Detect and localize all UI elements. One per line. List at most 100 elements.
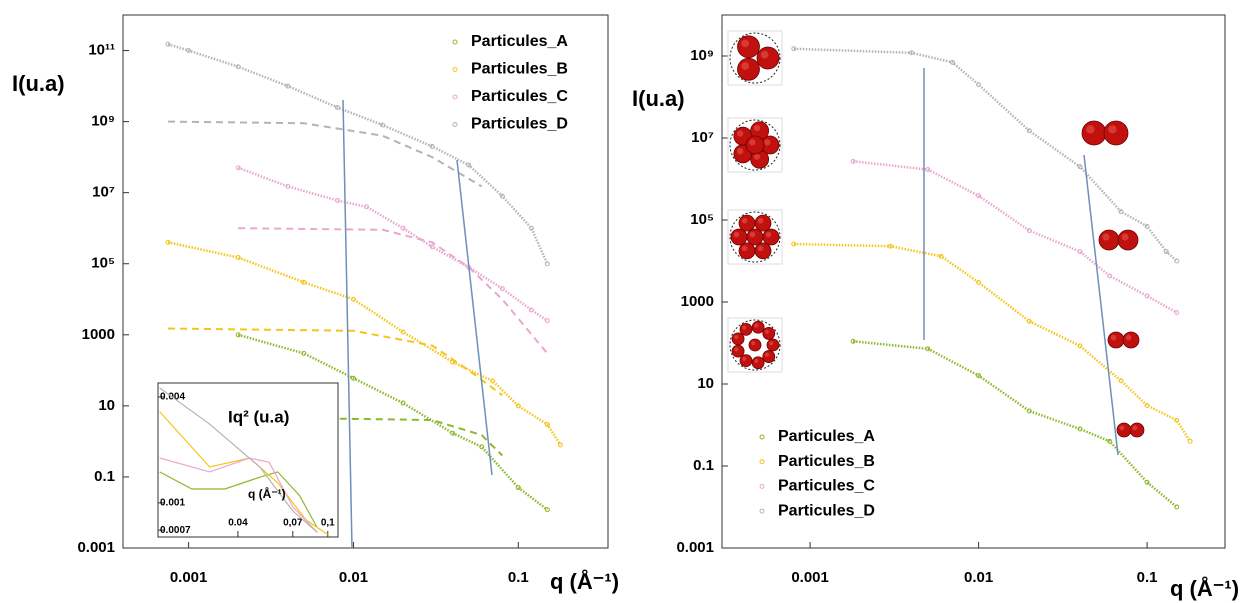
particle-shine [1102,233,1110,241]
legend-marker [452,94,458,100]
data-point [499,193,505,199]
particle-shine [742,356,747,361]
y-axis-label: Iq² (u.a) [228,407,289,426]
data-point [235,332,241,338]
particle-shine [764,329,770,334]
data-point [1144,293,1150,299]
particle [745,135,765,155]
data-point [557,442,563,448]
particle [1117,229,1139,251]
data-point [350,375,356,381]
data-point [544,507,550,513]
cluster-outline [729,119,781,171]
particle-shine [1121,233,1129,241]
y-tick-label: 10⁹ [91,113,115,130]
legend-label: Particules_B [471,61,568,78]
particle-shine [753,124,761,132]
particle [748,338,762,352]
legend-label: Particules_D [778,502,875,519]
x-tick-label: 0.01 [339,569,368,586]
y-tick-label: 10⁵ [91,255,115,272]
particle-shine [751,341,756,346]
particle [1116,422,1132,438]
data-point [1174,310,1180,316]
y-tick-label: 0.001 [676,539,714,556]
data-point [976,279,982,285]
particle [756,46,780,70]
particle [754,242,772,260]
particle-shine [1125,334,1132,341]
data-point [887,243,893,249]
data-point [528,307,534,313]
data-point [976,373,982,379]
legend-label: Particules_C [471,88,568,105]
data-point [285,183,291,189]
y-tick-label: 10¹¹ [88,42,115,59]
particle-shine [757,217,764,224]
data-point [400,225,406,231]
series-line [167,43,549,265]
legend-label: Particules_D [471,116,568,133]
data-point [1026,128,1032,134]
data-point [450,430,456,436]
series-line [159,457,318,533]
data-point [165,41,171,47]
data-point [490,378,496,384]
y-tick-label: 0.001 [77,539,115,556]
data-point [1026,228,1032,234]
cluster-outline [729,211,781,263]
data-point [235,254,241,260]
data-point [1144,479,1150,485]
data-point [515,485,521,491]
data-point [1107,273,1113,279]
data-point [400,329,406,335]
data-point [379,122,385,128]
data-point [515,403,521,409]
x-axis-label: q (Å⁻¹) [1170,575,1239,601]
data-point [1174,258,1180,264]
cluster-outline [729,319,781,371]
x-tick-label: 0.1 [508,569,529,586]
series-line [793,242,1192,442]
legend-label: Particules_A [778,428,875,445]
data-point [334,198,340,204]
x-tick-label: 0.1 [1137,569,1158,586]
fit-line [303,417,504,457]
guide-line [1083,154,1119,456]
data-point [976,82,982,88]
data-point [186,48,192,54]
legend-marker [759,508,765,514]
data-point [429,244,435,250]
particle-shine [741,62,750,70]
particle [766,338,780,352]
data-point [850,338,856,344]
particle-shine [764,352,770,357]
particle-shine [741,217,748,224]
data-point [791,241,797,247]
data-point [544,261,550,267]
y-tick-label: 1000 [681,293,714,310]
particle-shine [765,231,772,238]
x-tick-label: 0.001 [170,569,208,586]
particle [730,228,748,246]
particle-shine [734,347,739,352]
legend-label: Particules_B [778,453,875,470]
particle [762,228,780,246]
legend-label: Particules_C [778,478,875,495]
particle-shine [737,147,744,155]
particle-shine [749,231,756,238]
particle [738,214,756,232]
particle [739,354,753,367]
legend-label: Particules_A [471,33,568,50]
data-point [479,444,485,450]
fit-line [167,327,503,397]
data-point [301,279,307,285]
data-point [1077,343,1083,349]
particle [754,214,772,232]
cluster-outline [729,32,781,84]
particle-shine [1110,334,1117,341]
data-point [791,46,797,52]
data-point [1144,402,1150,408]
data-point [165,239,171,245]
data-point [429,143,435,149]
